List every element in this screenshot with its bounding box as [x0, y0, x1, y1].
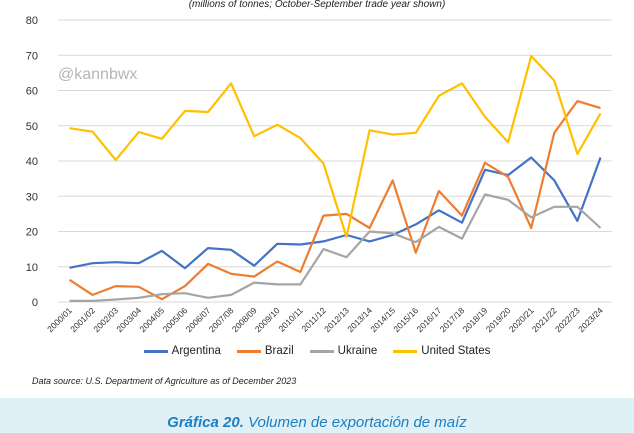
- chart-legend: Argentina Brazil Ukraine United States: [0, 345, 634, 357]
- y-tick-label: 70: [26, 50, 38, 62]
- legend-item: United States: [393, 345, 490, 357]
- legend-label: Ukraine: [337, 345, 378, 357]
- line-chart: 010203040506070802000/012001/022002/0320…: [26, 15, 612, 334]
- caption-label: Gráfica 20.: [167, 414, 244, 431]
- y-tick-label: 10: [26, 262, 38, 274]
- data-source-note: Data source: U.S. Department of Agricult…: [32, 376, 297, 386]
- chart-panel: (millions of tonnes; October-September t…: [0, 0, 634, 398]
- y-tick-label: 40: [26, 156, 38, 168]
- y-tick-label: 0: [32, 297, 38, 309]
- x-tick-label: 2009/10: [253, 305, 282, 334]
- legend-item: Brazil: [236, 345, 294, 357]
- series-line-united-states: [69, 54, 602, 238]
- legend-item: Ukraine: [309, 345, 378, 357]
- legend-swatch: [309, 349, 334, 353]
- x-tick-label: 2023/24: [576, 305, 605, 334]
- legend-swatch: [236, 349, 261, 353]
- series-line-brazil: [68, 99, 601, 301]
- legend-label: Brazil: [264, 345, 294, 357]
- y-tick-label: 60: [26, 86, 38, 98]
- x-tick-label: 2010/11: [276, 305, 305, 334]
- y-tick-label: 80: [26, 15, 38, 27]
- watermark: @kannbwx: [58, 66, 138, 83]
- figure-caption: Gráfica 20. Volumen de exportación de ma…: [0, 414, 634, 431]
- caption-text: Volumen de exportación de maíz: [248, 414, 467, 431]
- chart-subtitle: (millions of tonnes; October-September t…: [188, 0, 446, 10]
- legend-swatch: [393, 349, 418, 353]
- y-tick-label: 50: [26, 121, 38, 133]
- y-tick-label: 30: [26, 191, 38, 203]
- legend-swatch: [143, 349, 168, 353]
- series-line-argentina: [69, 156, 602, 270]
- series-line-ukraine: [69, 193, 602, 302]
- y-tick-label: 20: [26, 227, 38, 239]
- legend-label: United States: [421, 345, 491, 357]
- legend-label: Argentina: [171, 345, 221, 357]
- legend-item: Argentina: [143, 345, 221, 357]
